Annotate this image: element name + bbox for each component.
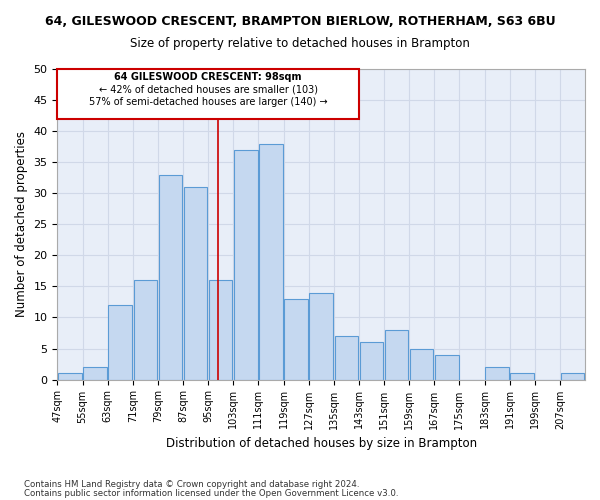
Bar [359,342,383,380]
Bar [234,150,257,380]
Bar [284,299,308,380]
Bar [134,280,157,380]
Text: 64, GILESWOOD CRESCENT, BRAMPTON BIERLOW, ROTHERHAM, S63 6BU: 64, GILESWOOD CRESCENT, BRAMPTON BIERLOW… [44,15,556,28]
Text: Contains HM Land Registry data © Crown copyright and database right 2024.: Contains HM Land Registry data © Crown c… [24,480,359,489]
Bar [485,367,509,380]
Text: 57% of semi-detached houses are larger (140) →: 57% of semi-detached houses are larger (… [89,97,328,107]
Bar [410,348,433,380]
Bar [259,144,283,380]
Bar [511,374,534,380]
Y-axis label: Number of detached properties: Number of detached properties [15,132,28,318]
Bar [158,174,182,380]
Bar [83,367,107,380]
Text: 64 GILESWOOD CRESCENT: 98sqm: 64 GILESWOOD CRESCENT: 98sqm [115,72,302,82]
Bar [209,280,232,380]
Bar [184,187,208,380]
X-axis label: Distribution of detached houses by size in Brampton: Distribution of detached houses by size … [166,437,477,450]
Bar [335,336,358,380]
Text: ← 42% of detached houses are smaller (103): ← 42% of detached houses are smaller (10… [98,84,317,94]
Bar [385,330,409,380]
Text: Size of property relative to detached houses in Brampton: Size of property relative to detached ho… [130,38,470,51]
Bar [109,305,132,380]
Bar [435,354,458,380]
Bar [560,374,584,380]
Text: Contains public sector information licensed under the Open Government Licence v3: Contains public sector information licen… [24,488,398,498]
Bar [310,292,333,380]
FancyBboxPatch shape [58,69,359,118]
Bar [58,374,82,380]
